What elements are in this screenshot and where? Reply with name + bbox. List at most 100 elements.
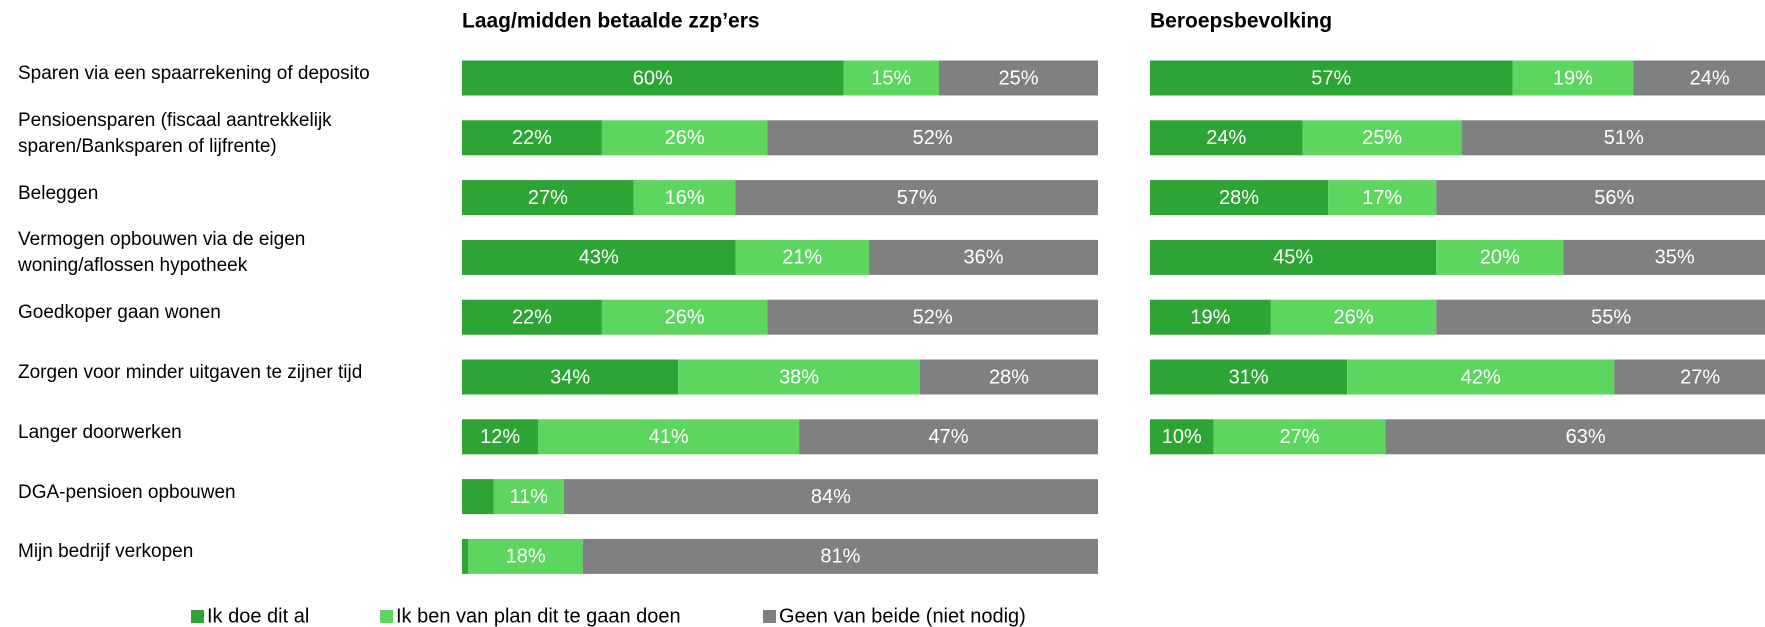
bar-segment — [1436, 299, 1765, 335]
bar-segment — [462, 239, 736, 275]
bar-segment — [1213, 419, 1386, 455]
category-label: Mijn bedrijf verkopen — [18, 541, 194, 563]
category-label: Pensioensparen (fiscaal aantrekkelijk sp… — [18, 109, 332, 157]
bar-segment — [1436, 239, 1564, 275]
bar-segment — [1150, 239, 1437, 275]
bar-segment — [493, 479, 564, 515]
bar-segment — [563, 479, 1098, 515]
bar-segment — [678, 359, 920, 395]
bar-segment — [1270, 299, 1437, 335]
bar-segment — [735, 239, 870, 275]
legend-swatch — [763, 610, 776, 623]
category-label: Langer doorwerken — [18, 421, 182, 443]
data-label: 12% — [480, 426, 520, 448]
data-label: 15% — [871, 67, 911, 89]
bar-segment — [462, 60, 844, 96]
bar-segment — [538, 419, 800, 455]
chart-title: Beroepsbevolking — [1150, 10, 1332, 33]
category-label: Sparen via een spaarrekening of deposito — [18, 63, 370, 84]
bar-segment — [462, 299, 602, 335]
bar-segment — [1347, 359, 1615, 395]
data-label: 24% — [1206, 127, 1246, 149]
bar-segment — [462, 120, 602, 156]
data-label: 55% — [1591, 306, 1631, 328]
bar-segment — [1150, 299, 1271, 335]
data-label: 25% — [1362, 127, 1402, 149]
data-label: 27% — [1279, 426, 1319, 448]
data-label: 52% — [913, 306, 953, 328]
bar-segment — [462, 479, 494, 515]
bar-segment — [1150, 120, 1303, 156]
category-label: DGA-pensioen opbouwen — [18, 481, 236, 503]
data-label: 17% — [1362, 187, 1402, 209]
data-label: 26% — [1334, 306, 1374, 328]
data-label: 56% — [1594, 187, 1634, 209]
data-label: 57% — [1311, 67, 1351, 89]
data-label: 41% — [649, 426, 689, 448]
data-label: 57% — [897, 187, 937, 209]
data-label: 26% — [665, 306, 705, 328]
bar-segment — [462, 180, 634, 216]
data-label: 19% — [1553, 67, 1593, 89]
category-label: Goedkoper gaan wonen — [18, 302, 221, 324]
data-label: 10% — [1162, 426, 1202, 448]
category-label: Vermogen opbouwen via de eigen woning/af… — [18, 229, 306, 277]
bar-segment — [1150, 180, 1329, 216]
bar-segment — [1633, 60, 1765, 96]
data-label: 20% — [1480, 247, 1520, 269]
data-label: 81% — [820, 546, 860, 568]
data-label: 27% — [528, 187, 568, 209]
legend-swatch — [191, 610, 204, 623]
bar-segment — [1328, 180, 1437, 216]
bar-segment — [1436, 180, 1765, 216]
data-label: 25% — [998, 67, 1038, 89]
bar-segment — [601, 120, 768, 156]
chart-title: Laag/midden betaalde zzp’ers — [462, 10, 760, 33]
data-label: 24% — [1690, 67, 1730, 89]
bar-segment — [843, 60, 939, 96]
bar-segment — [1461, 120, 1765, 156]
bar-segment — [1302, 120, 1462, 156]
bar-segment — [462, 419, 539, 455]
legend-label: Ik ben van plan dit te gaan doen — [396, 605, 681, 627]
data-label: 27% — [1680, 366, 1720, 388]
bar-segment — [582, 538, 1098, 574]
data-label: 28% — [1219, 187, 1259, 209]
data-label: 45% — [1273, 247, 1313, 269]
data-label: 52% — [913, 127, 953, 149]
legend-swatch — [380, 610, 393, 623]
bar-segment — [1150, 60, 1513, 96]
data-label: 31% — [1229, 366, 1269, 388]
legend-label: Ik doe dit al — [207, 605, 309, 627]
bar-segment — [919, 359, 1098, 395]
bar-segment — [1512, 60, 1634, 96]
data-label: 26% — [665, 127, 705, 149]
data-label: 18% — [506, 546, 546, 568]
data-label: 42% — [1461, 366, 1501, 388]
data-label: 35% — [1655, 247, 1695, 269]
bar-segment — [601, 299, 768, 335]
data-label: 22% — [512, 127, 552, 149]
category-label: Zorgen voor minder uitgaven te zijner ti… — [18, 362, 363, 383]
bar-segment — [1150, 419, 1214, 455]
bar-segment — [1563, 239, 1765, 275]
bar-segment — [767, 120, 1098, 156]
data-label: 43% — [579, 247, 619, 269]
bar-segment — [1150, 359, 1348, 395]
data-label: 84% — [811, 486, 851, 508]
data-label: 47% — [929, 426, 969, 448]
category-label: Beleggen — [18, 182, 99, 204]
data-label: 38% — [779, 366, 819, 388]
bar-segment — [767, 299, 1098, 335]
data-label: 11% — [510, 486, 549, 508]
data-label: 60% — [633, 67, 673, 89]
bar-segment — [462, 538, 469, 574]
data-label: 63% — [1566, 426, 1606, 448]
data-label: 22% — [512, 306, 552, 328]
bar-segment — [1385, 419, 1765, 455]
bar-segment — [735, 180, 1098, 216]
bar-segment — [1614, 359, 1765, 395]
legend-label: Geen van beide (niet nodig) — [779, 605, 1026, 627]
